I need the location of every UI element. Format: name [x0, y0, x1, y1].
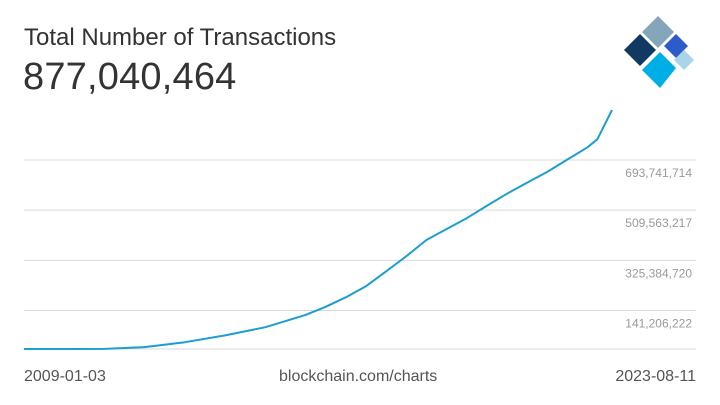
series-layer [24, 109, 613, 350]
y-tick-label: 141,206,222 [625, 317, 692, 331]
logo-diamond-top [642, 16, 674, 48]
y-tick-label: 509,563,217 [625, 216, 692, 230]
logo-diamond-small [674, 50, 694, 70]
current-value: 877,040,464 [23, 56, 237, 98]
logo-diamond-bottom [642, 52, 676, 88]
y-tick-label: 693,741,714 [625, 166, 692, 180]
logo-diamond-left [624, 34, 656, 66]
y-tick-label: 325,384,720 [625, 266, 692, 280]
grid-layer: 141,206,222 325,384,720 509,563,217 693,741… [24, 159, 696, 350]
series-line [24, 109, 613, 350]
blockchain-logo-icon [624, 16, 694, 88]
chart-title: Total Number of Transactions [24, 24, 337, 51]
x-axis-start-date: 2009-01-03 [24, 368, 106, 385]
source-link[interactable]: blockchain.com/charts [279, 368, 438, 385]
x-axis-end-date: 2023-08-11 [615, 368, 696, 385]
